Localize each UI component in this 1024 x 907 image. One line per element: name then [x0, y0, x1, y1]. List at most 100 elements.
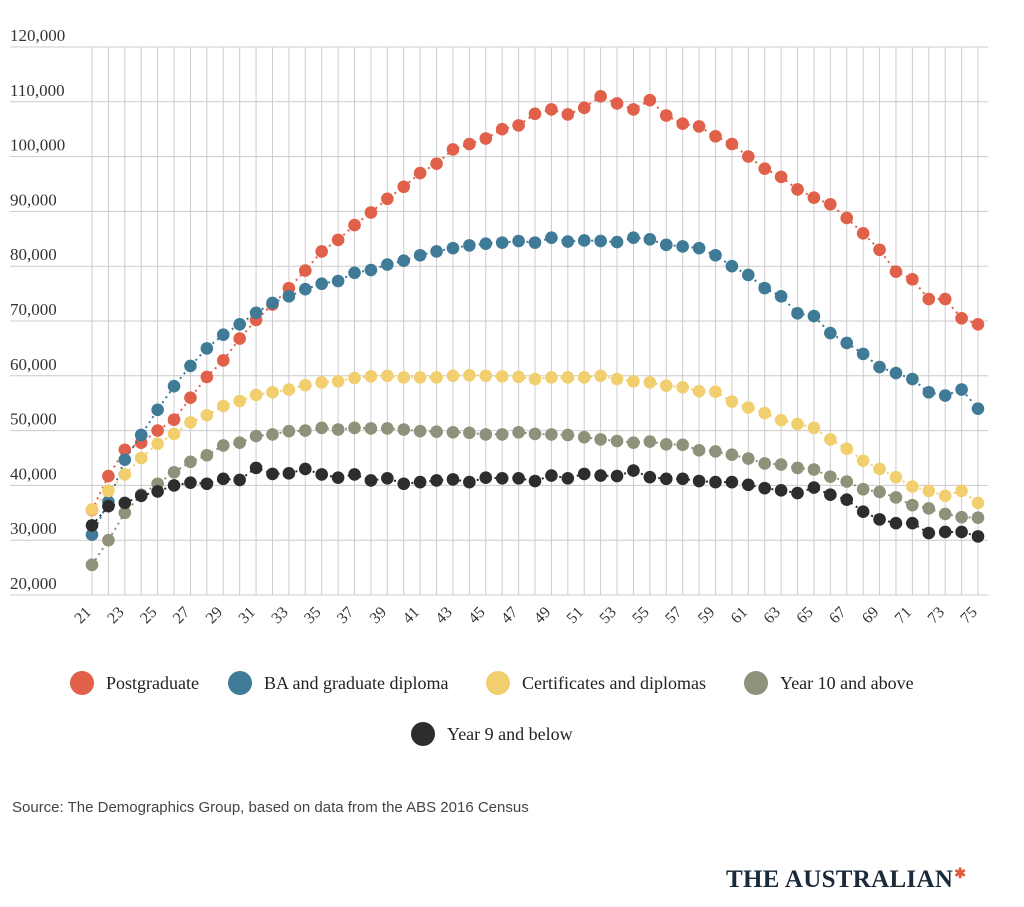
- data-point: [381, 422, 394, 435]
- y-tick-label: 120,000: [10, 26, 65, 45]
- data-point: [577, 101, 591, 115]
- data-point: [413, 248, 427, 262]
- legend-label: Year 10 and above: [780, 673, 914, 693]
- data-point: [561, 428, 575, 442]
- data-point: [758, 406, 772, 420]
- data-point: [971, 317, 985, 331]
- x-tick-label: 37: [334, 604, 357, 627]
- x-tick-label: 33: [268, 604, 291, 627]
- brand-logo: THE AUSTRALIAN✱: [726, 866, 966, 894]
- data-point: [594, 369, 607, 383]
- data-point: [315, 421, 329, 435]
- data-point: [610, 235, 624, 249]
- data-point: [938, 292, 952, 306]
- data-point: [528, 107, 542, 121]
- legend-label: BA and graduate diploma: [264, 673, 448, 693]
- data-point: [709, 445, 722, 458]
- data-point: [873, 485, 886, 499]
- series-layer: [85, 90, 985, 572]
- data-point: [495, 122, 509, 136]
- data-point: [709, 475, 722, 489]
- data-point: [610, 97, 624, 110]
- data-point: [167, 427, 181, 441]
- data-point: [102, 469, 115, 483]
- data-point: [446, 425, 460, 439]
- data-point: [118, 496, 132, 510]
- data-point: [200, 342, 214, 355]
- x-tick-label: 41: [400, 604, 423, 627]
- data-point: [381, 192, 394, 206]
- data-point: [676, 381, 689, 394]
- x-tick-label: 31: [236, 604, 259, 627]
- data-point: [413, 424, 427, 438]
- data-point: [397, 371, 411, 384]
- data-point: [102, 533, 115, 547]
- x-tick-label: 59: [695, 604, 718, 627]
- data-point: [134, 428, 148, 442]
- data-point: [840, 475, 854, 488]
- data-point: [331, 374, 345, 388]
- x-tick-label: 67: [826, 604, 849, 627]
- data-point: [955, 383, 968, 396]
- data-point: [971, 496, 985, 510]
- data-point: [824, 433, 837, 446]
- data-point: [463, 239, 476, 252]
- data-point: [824, 326, 837, 340]
- data-point: [184, 391, 197, 405]
- data-point: [840, 493, 854, 506]
- data-point: [315, 376, 329, 389]
- data-point: [298, 282, 312, 296]
- x-tick-label: 23: [104, 604, 127, 627]
- data-point: [659, 238, 673, 252]
- data-point: [397, 423, 411, 436]
- data-point: [348, 421, 361, 435]
- data-point: [692, 241, 706, 255]
- data-point: [233, 394, 246, 408]
- data-point: [463, 368, 476, 382]
- data-point: [331, 233, 345, 247]
- data-point: [807, 309, 821, 323]
- data-point: [725, 259, 739, 273]
- data-point: [791, 486, 804, 500]
- data-point: [577, 234, 591, 247]
- data-point: [102, 484, 115, 498]
- legend-swatch: [486, 671, 510, 695]
- legend-item: Postgraduate: [70, 671, 199, 695]
- data-point: [463, 137, 476, 151]
- data-point: [184, 455, 197, 469]
- data-point: [282, 290, 296, 303]
- y-axis: 20,000 30,000 40,000 50,000 60,000 70,000 80,0…: [10, 26, 65, 593]
- data-point: [725, 395, 739, 408]
- data-point: [430, 157, 443, 171]
- data-point: [840, 442, 854, 455]
- data-point: [610, 469, 624, 483]
- data-point: [266, 385, 279, 399]
- x-tick-label: 57: [662, 604, 685, 627]
- data-point: [200, 408, 214, 422]
- data-point: [873, 360, 886, 374]
- data-point: [184, 476, 197, 489]
- data-point: [561, 235, 575, 248]
- data-point: [659, 109, 673, 122]
- data-point: [577, 430, 591, 444]
- brand-name: THE AUSTRALIAN: [726, 866, 954, 893]
- legend-item: BA and graduate diploma: [228, 671, 448, 695]
- legend: Postgraduate BA and graduate diploma Certi…: [70, 671, 914, 746]
- data-point: [151, 403, 164, 417]
- legend-swatch: [228, 671, 252, 695]
- data-point: [184, 359, 197, 373]
- data-point: [807, 481, 821, 494]
- data-point: [463, 475, 476, 489]
- data-point: [348, 468, 361, 481]
- x-tick-label: 49: [531, 604, 554, 627]
- data-point: [315, 245, 329, 258]
- data-point: [659, 438, 673, 451]
- data-point: [118, 506, 132, 520]
- legend-label: Year 9 and below: [447, 724, 573, 744]
- data-point: [955, 510, 968, 524]
- data-point: [266, 467, 279, 481]
- data-point: [906, 498, 919, 512]
- data-point: [594, 234, 607, 248]
- data-point: [446, 241, 460, 255]
- data-point: [216, 328, 230, 342]
